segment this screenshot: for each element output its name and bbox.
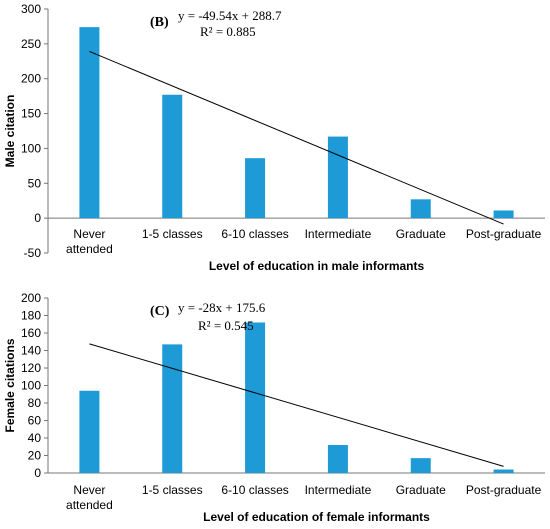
x-axis-title: Level of education in male informants [209, 259, 425, 273]
trendline [89, 343, 504, 467]
x-tick-label: Graduate [396, 483, 446, 497]
bar-3 [245, 158, 266, 219]
x-tick-label: Graduate [396, 227, 446, 241]
bar-2 [162, 344, 183, 473]
y-tick-label: 80 [28, 396, 42, 410]
y-tick-label: 300 [21, 2, 41, 16]
regression-equation: y = -28x + 175.6 [178, 300, 266, 315]
x-tick-label: 1-5 classes [142, 227, 203, 241]
y-axis-title: Female citations [3, 338, 17, 432]
y-tick-label: -50 [24, 246, 42, 260]
x-tick-label: Never attended [66, 227, 113, 256]
y-tick-label: 200 [21, 72, 41, 86]
x-axis-title: Level of education of female informants [203, 510, 430, 524]
y-tick-label: 40 [28, 431, 42, 445]
x-tick-label: Never attended [66, 483, 113, 512]
y-tick-label: 50 [28, 176, 42, 190]
r-squared-label: R² = 0.545 [198, 318, 254, 333]
y-axis-title: Male citation [3, 95, 17, 168]
y-tick-label: 60 [28, 414, 42, 428]
panel-label: (B) [150, 15, 169, 30]
bar-4 [327, 136, 348, 219]
y-tick-label: 100 [21, 141, 41, 155]
bar-5 [410, 458, 431, 473]
y-tick-label: 140 [21, 344, 41, 358]
r-squared-label: R² = 0.885 [200, 24, 256, 39]
y-tick-label: 150 [21, 107, 41, 121]
panel-label: (C) [150, 304, 170, 319]
y-tick-label: 180 [21, 309, 41, 323]
y-tick-label: 250 [21, 37, 41, 51]
y-tick-label: 100 [21, 379, 41, 393]
regression-equation: y = -49.54x + 288.7 [178, 8, 282, 23]
y-tick-label: 0 [34, 466, 41, 480]
x-tick-label: Post-graduate [466, 483, 542, 497]
x-tick-label: 6-10 classes [221, 483, 288, 497]
bar-4 [327, 445, 348, 473]
bar-2 [162, 94, 183, 219]
bar-1 [79, 27, 100, 219]
y-tick-label: 160 [21, 326, 41, 340]
y-tick-label: 0 [34, 211, 41, 225]
trendline [89, 50, 504, 225]
x-tick-label: Post-graduate [466, 227, 542, 241]
y-tick-label: 20 [28, 449, 42, 463]
bar-6 [493, 469, 514, 473]
y-tick-label: 120 [21, 361, 41, 375]
bar-6 [493, 210, 514, 219]
chart-panel-1: -50 0 50 100 150 200 250 300 Never attended 1-5 cl… [3, 2, 545, 273]
x-tick-label: 1-5 classes [142, 483, 203, 497]
bar-5 [410, 199, 431, 219]
y-tick-label: 200 [21, 291, 41, 305]
bar-1 [79, 390, 100, 473]
bar-3 [245, 322, 266, 473]
x-tick-label: Intermediate [305, 483, 372, 497]
x-tick-label: 6-10 classes [221, 227, 288, 241]
chart-panel-2: 0 20 40 60 80 100 120 140 160 180 200 Never attended… [3, 291, 545, 524]
x-tick-label: Intermediate [305, 227, 372, 241]
